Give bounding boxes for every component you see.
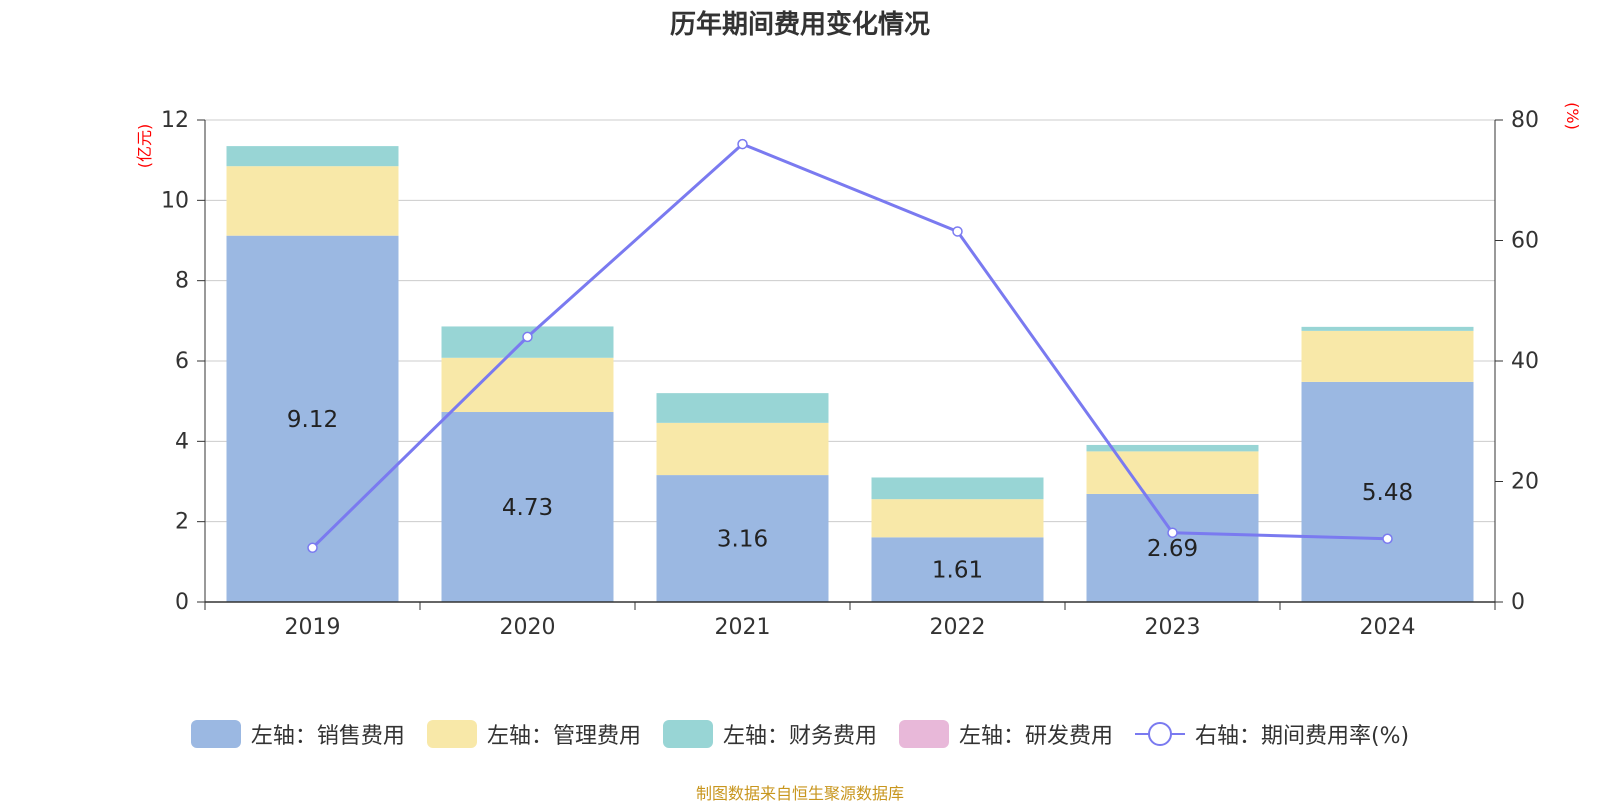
legend-item[interactable]: 左轴：财务费用 (662, 718, 877, 750)
rate-point (737, 138, 748, 150)
bar-data-label: 5.48 (1362, 480, 1413, 506)
axes: 0 2 4 6 8 10 12 0 20 40 60 80 (亿元) (%) 2019 2020 2021 202… (135, 102, 1582, 640)
line-layer (307, 138, 1393, 554)
legend-swatch (426, 720, 477, 748)
legend-swatch (662, 720, 713, 748)
legend-label: 左轴：管理费用 (486, 724, 641, 749)
y-left-tick-label: 10 (161, 188, 189, 213)
bar-segment (1301, 330, 1474, 382)
legend: 左轴：销售费用 左轴：管理费用 左轴：财务费用 左轴：研发费用 右轴：期间费用率(%) (0, 718, 1600, 750)
x-tick-label: 2020 (500, 615, 556, 640)
rate-point (1167, 527, 1178, 538)
bar-segment (871, 477, 1044, 500)
x-tick-label: 2021 (715, 615, 771, 640)
bar-segment (1301, 326, 1474, 331)
rate-point (307, 542, 318, 554)
chart-title: 历年期间费用变化情况 (669, 10, 930, 40)
y-right-unit-label: (%) (1563, 102, 1582, 130)
y-left-tick-label: 0 (175, 590, 189, 615)
data-labels: 9.12 4.73 3.16 1.61 2.69 5.48 (287, 407, 1413, 584)
bar-data-label: 9.12 (287, 407, 338, 433)
legend-line-marker (1147, 722, 1172, 746)
legend-item[interactable]: 左轴：研发费用 (898, 718, 1113, 750)
y-left-unit-label: (亿元) (135, 124, 154, 169)
x-tick-label: 2023 (1145, 615, 1201, 640)
chart-plot: 0 2 4 6 8 10 12 0 20 40 60 80 (亿元) (%) 2019 2020 2021 202… (135, 102, 1582, 640)
legend-item[interactable]: 左轴：销售费用 (190, 718, 405, 750)
bar-segment (226, 146, 399, 167)
legend-swatch (190, 720, 241, 748)
bar-segment (656, 422, 829, 476)
bar-segment (226, 166, 399, 236)
y-right-tick-label: 60 (1511, 229, 1539, 254)
bar-segment (1086, 444, 1259, 452)
legend-item[interactable]: 左轴：管理费用 (426, 718, 641, 750)
x-tick-label: 2024 (1360, 615, 1416, 640)
bar-data-label: 3.16 (717, 527, 768, 553)
legend-line-marker-icon (1134, 722, 1185, 746)
bar-segment (226, 235, 399, 602)
legend-label: 左轴：财务费用 (722, 724, 877, 749)
x-tick-label: 2022 (930, 615, 986, 640)
y-right-tick-label: 0 (1511, 590, 1525, 615)
bar-data-label: 4.73 (502, 495, 553, 521)
bar-segment (441, 357, 614, 413)
legend-swatch (898, 720, 949, 748)
y-left-tick-label: 8 (175, 269, 189, 294)
bar-segment (1086, 493, 1259, 602)
bar-data-label: 1.61 (932, 558, 983, 584)
rate-point (522, 331, 533, 343)
y-left-tick-label: 6 (175, 349, 189, 374)
bar-layer (226, 146, 1474, 602)
x-tick-label: 2019 (285, 615, 341, 640)
rate-point (1382, 533, 1393, 544)
y-right-tick-label: 80 (1511, 108, 1539, 133)
bar-segment (871, 499, 1044, 538)
bar-data-label: 2.69 (1147, 536, 1198, 562)
source-note: 制图数据来自恒生聚源数据库 (695, 784, 904, 803)
y-left-tick-label: 12 (161, 108, 189, 133)
rate-point (952, 226, 963, 237)
bar-segment (1086, 451, 1259, 494)
y-right-tick-label: 40 (1511, 349, 1539, 374)
legend-label: 左轴：销售费用 (250, 724, 405, 749)
y-right-tick-label: 20 (1511, 470, 1539, 495)
legend-label: 左轴：研发费用 (958, 724, 1113, 749)
bar-segment (656, 393, 829, 423)
y-left-tick-label: 4 (175, 429, 189, 454)
bar-segment (871, 537, 1044, 602)
legend-label: 右轴：期间费用率(%) (1194, 724, 1410, 749)
legend-item[interactable]: 右轴：期间费用率(%) (1134, 718, 1410, 750)
bar-segment (441, 412, 614, 602)
rate-line (311, 142, 1388, 549)
bar-segment (656, 475, 829, 602)
bar-segment (1301, 381, 1474, 602)
y-left-tick-label: 2 (175, 510, 189, 535)
